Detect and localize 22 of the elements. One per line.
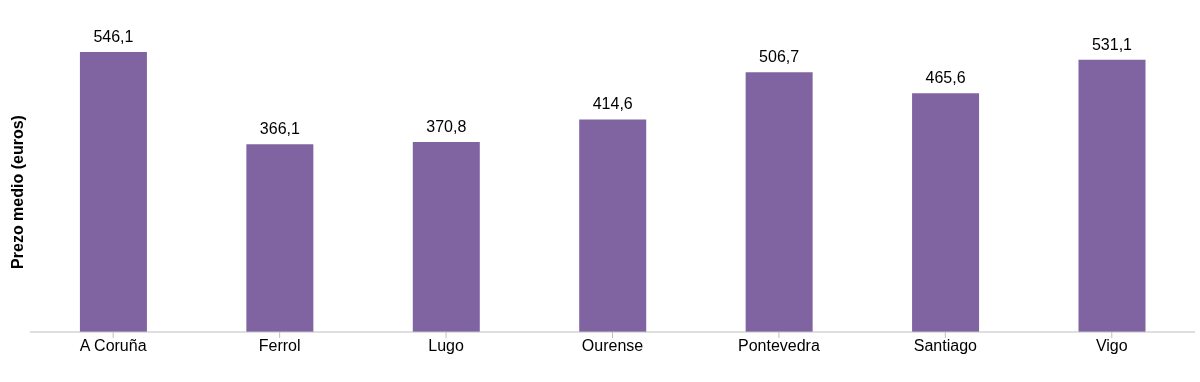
data-label: 414,6 — [592, 95, 633, 113]
data-label: 465,6 — [925, 69, 966, 87]
bar — [1078, 59, 1146, 332]
bar — [79, 52, 147, 332]
data-label: 370,8 — [426, 117, 467, 135]
x-tick-label: Ferrol — [258, 337, 301, 355]
x-tick-label: Ourense — [581, 337, 644, 355]
bar — [745, 72, 813, 332]
x-tick-label: Pontevedra — [738, 337, 820, 355]
y-axis-title: Prezo medio (euros) — [8, 115, 26, 269]
data-label: 531,1 — [1091, 35, 1133, 53]
x-tick-label: A Coruña — [79, 337, 147, 355]
x-tick-label: Santiago — [913, 337, 978, 355]
data-label: 366,1 — [259, 120, 300, 138]
bar — [412, 141, 480, 332]
bar — [912, 93, 980, 332]
bar — [579, 119, 647, 332]
data-label: 546,1 — [93, 28, 134, 45]
data-label: 506,7 — [759, 48, 800, 66]
x-tick-label: Lugo — [428, 337, 464, 355]
x-tick-label: Vigo — [1095, 337, 1128, 355]
bar — [246, 144, 314, 332]
